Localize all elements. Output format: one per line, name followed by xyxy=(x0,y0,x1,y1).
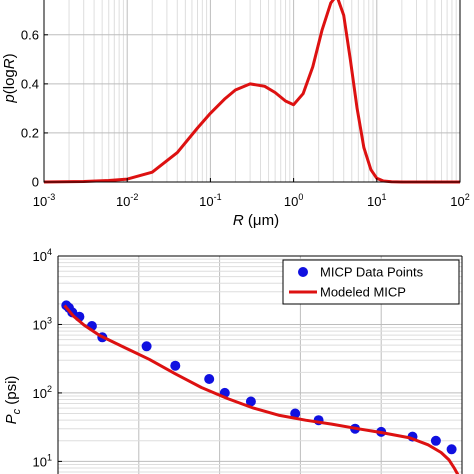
y-axis-r: R xyxy=(1,58,18,69)
data-point xyxy=(430,435,441,446)
tick-exponent: 1 xyxy=(47,452,52,462)
model-curve xyxy=(63,304,460,474)
y-axis-log: (log xyxy=(1,69,18,94)
tick-exponent: 1 xyxy=(382,192,387,202)
y-axis-p: p xyxy=(1,94,18,103)
y-tick-label: 0.6 xyxy=(21,27,39,42)
y-tick-label: 103 xyxy=(33,315,52,332)
y-tick-label: 0.4 xyxy=(21,76,39,91)
tick-exponent: 4 xyxy=(47,247,52,257)
tick-base: 10 xyxy=(33,386,47,401)
x-tick-label: 10-3 xyxy=(33,192,55,209)
y-axis-sub: c xyxy=(11,408,23,414)
data-point xyxy=(446,444,457,455)
y-tick-label: 104 xyxy=(33,247,52,264)
legend-box xyxy=(282,259,460,305)
legend-label-line: Modeled MICP xyxy=(320,285,406,300)
tick-exponent: 2 xyxy=(47,384,52,394)
data-point xyxy=(170,360,181,371)
y-axis-close: ) xyxy=(1,53,18,58)
tick-base: 10 xyxy=(199,194,213,209)
y-tick-label: 102 xyxy=(33,384,52,401)
y-axis-var: P xyxy=(3,414,20,424)
tick-base: 10 xyxy=(33,249,47,264)
x-tick-label: 100 xyxy=(284,192,303,209)
tick-base: 10 xyxy=(33,317,47,332)
y-axis-unit: (psi) xyxy=(3,376,20,409)
y-axis-label: p(logR) xyxy=(1,53,18,103)
tick-base: 10 xyxy=(33,194,47,209)
plot-area xyxy=(44,0,460,182)
y-tick-label: 0 xyxy=(32,175,39,190)
x-tick-label: 10-1 xyxy=(199,192,221,209)
tick-exponent: 2 xyxy=(465,192,470,202)
data-point xyxy=(141,341,152,352)
legend-marker-points xyxy=(298,267,308,277)
data-point xyxy=(245,396,256,407)
legend-label-points: MICP Data Points xyxy=(320,265,424,280)
data-point xyxy=(204,374,215,384)
x-axis-unit: (μm) xyxy=(244,212,279,229)
tick-exponent: -1 xyxy=(214,192,222,202)
legend: MICP Data Points Modeled MICP xyxy=(282,259,460,305)
tick-exponent: 3 xyxy=(47,315,52,325)
x-axis-var: R xyxy=(233,212,244,229)
tick-exponent: -3 xyxy=(47,192,55,202)
data-point xyxy=(290,408,301,419)
tick-base: 10 xyxy=(367,194,381,209)
tick-base: 10 xyxy=(450,194,464,209)
x-tick-label: 10-2 xyxy=(116,192,138,209)
x-tick-label: 101 xyxy=(367,192,386,209)
tick-base: 10 xyxy=(284,194,298,209)
tick-base: 10 xyxy=(116,194,130,209)
y-tick-label: 0.2 xyxy=(21,125,39,140)
x-tick-label: 102 xyxy=(450,192,469,209)
tick-exponent: 0 xyxy=(298,192,303,202)
tick-base: 10 xyxy=(33,454,47,469)
y-tick-label: 101 xyxy=(33,452,52,469)
y-axis-label: Pc (psi) xyxy=(3,376,23,425)
tick-exponent: -2 xyxy=(130,192,138,202)
plot-frame xyxy=(43,0,461,183)
x-axis-label: R (μm) xyxy=(233,212,279,229)
